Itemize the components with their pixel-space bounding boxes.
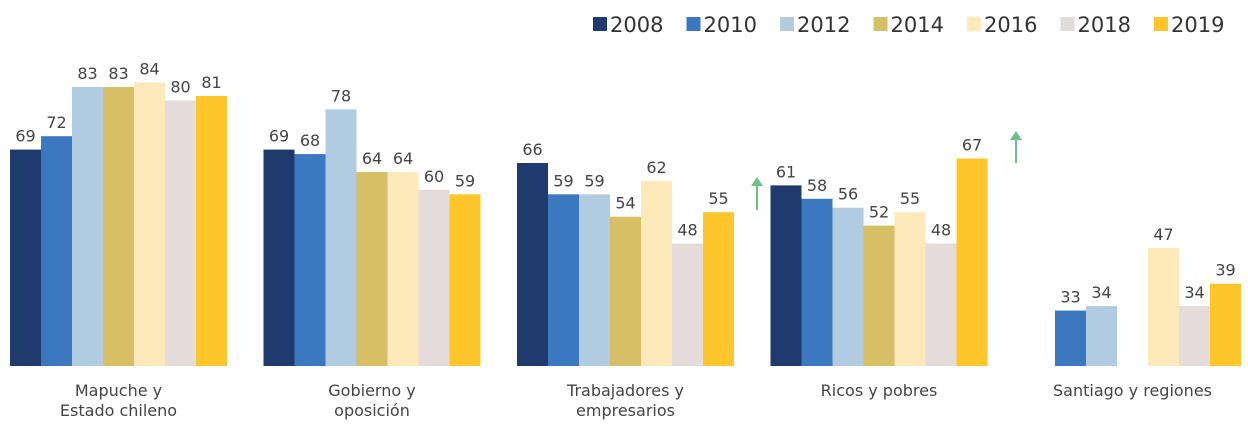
value-label: 48 [677,220,697,239]
bar [325,109,357,366]
value-label: 52 [869,203,889,222]
bar [1148,247,1179,366]
value-label: 61 [776,162,796,181]
value-label: 64 [393,149,413,168]
bar [387,171,419,366]
value-label: 60 [424,167,444,186]
x-tick-label: oposición [334,401,410,420]
bar [832,207,864,366]
bar [72,87,103,366]
x-tick-label: Estado chileno [60,401,177,420]
bar [517,163,548,366]
value-label: 33 [1060,288,1080,307]
bar [10,149,41,366]
bar [1210,283,1241,366]
value-label: 83 [77,64,97,83]
legend-swatch [1060,17,1075,31]
bar [610,216,641,366]
value-label: 72 [46,113,66,132]
bar [641,180,672,366]
legend-swatch [686,17,701,31]
bar [165,100,196,366]
bar [1179,306,1210,366]
bar [134,82,165,366]
legend-swatch [593,17,607,31]
bar [449,194,481,366]
value-label: 69 [269,127,289,146]
value-label: 55 [708,189,728,208]
arrow-head [1010,131,1022,140]
legend-label: 2014 [891,13,944,37]
value-label: 81 [201,73,221,92]
value-label: 66 [522,140,542,159]
legend-swatch [873,17,888,31]
legend-label: 2012 [797,13,850,37]
legend-swatch [1154,17,1168,31]
legend-label: 2008 [610,13,663,37]
bar [1086,306,1117,366]
value-label: 80 [170,77,190,96]
legend-swatch [967,17,981,31]
bar [703,212,734,366]
x-tick-label: Gobierno y [328,381,415,400]
x-tick-label: Mapuche y [75,381,162,400]
value-label: 67 [962,136,982,155]
bar [418,189,450,366]
value-label: 48 [931,220,951,239]
bar [356,171,388,366]
bar [196,95,227,367]
bar [925,243,957,366]
bar [894,212,926,366]
value-label: 62 [646,158,666,177]
bar [863,225,895,366]
value-label: 34 [1091,283,1111,302]
legend-label: 2010 [704,13,757,37]
value-label: 59 [584,171,604,190]
bar [1055,310,1086,366]
x-tick-label: Santiago y regiones [1053,381,1212,400]
value-label: 69 [15,127,35,146]
value-label: 47 [1153,225,1173,244]
value-label: 78 [331,86,351,105]
value-label: 39 [1215,261,1235,280]
bar [263,149,295,366]
bar [801,198,833,366]
legend-label: 2019 [1171,13,1224,37]
value-label: 59 [455,171,475,190]
bar [672,243,703,366]
value-label: 84 [139,60,159,79]
value-label: 68 [300,131,320,150]
value-label: 55 [900,189,920,208]
x-tick-label: Ricos y pobres [821,381,938,400]
legend-swatch [780,17,794,31]
x-tick-label: empresarios [576,401,675,420]
bar [103,87,134,366]
bar [956,158,988,366]
value-label: 56 [838,185,858,204]
arrow-head [751,177,763,186]
bar [548,194,579,366]
bar [294,154,326,366]
bar [41,136,72,366]
bar [579,194,610,366]
value-label: 64 [362,149,382,168]
value-label: 83 [108,64,128,83]
x-tick-label: Trabajadores y [566,381,684,400]
value-label: 59 [553,171,573,190]
value-label: 34 [1184,283,1204,302]
value-label: 54 [615,194,635,213]
value-label: 58 [807,176,827,195]
legend-label: 2016 [984,13,1037,37]
trend-arrows [751,131,1022,210]
bar [770,185,802,366]
legend-label: 2018 [1078,13,1131,37]
